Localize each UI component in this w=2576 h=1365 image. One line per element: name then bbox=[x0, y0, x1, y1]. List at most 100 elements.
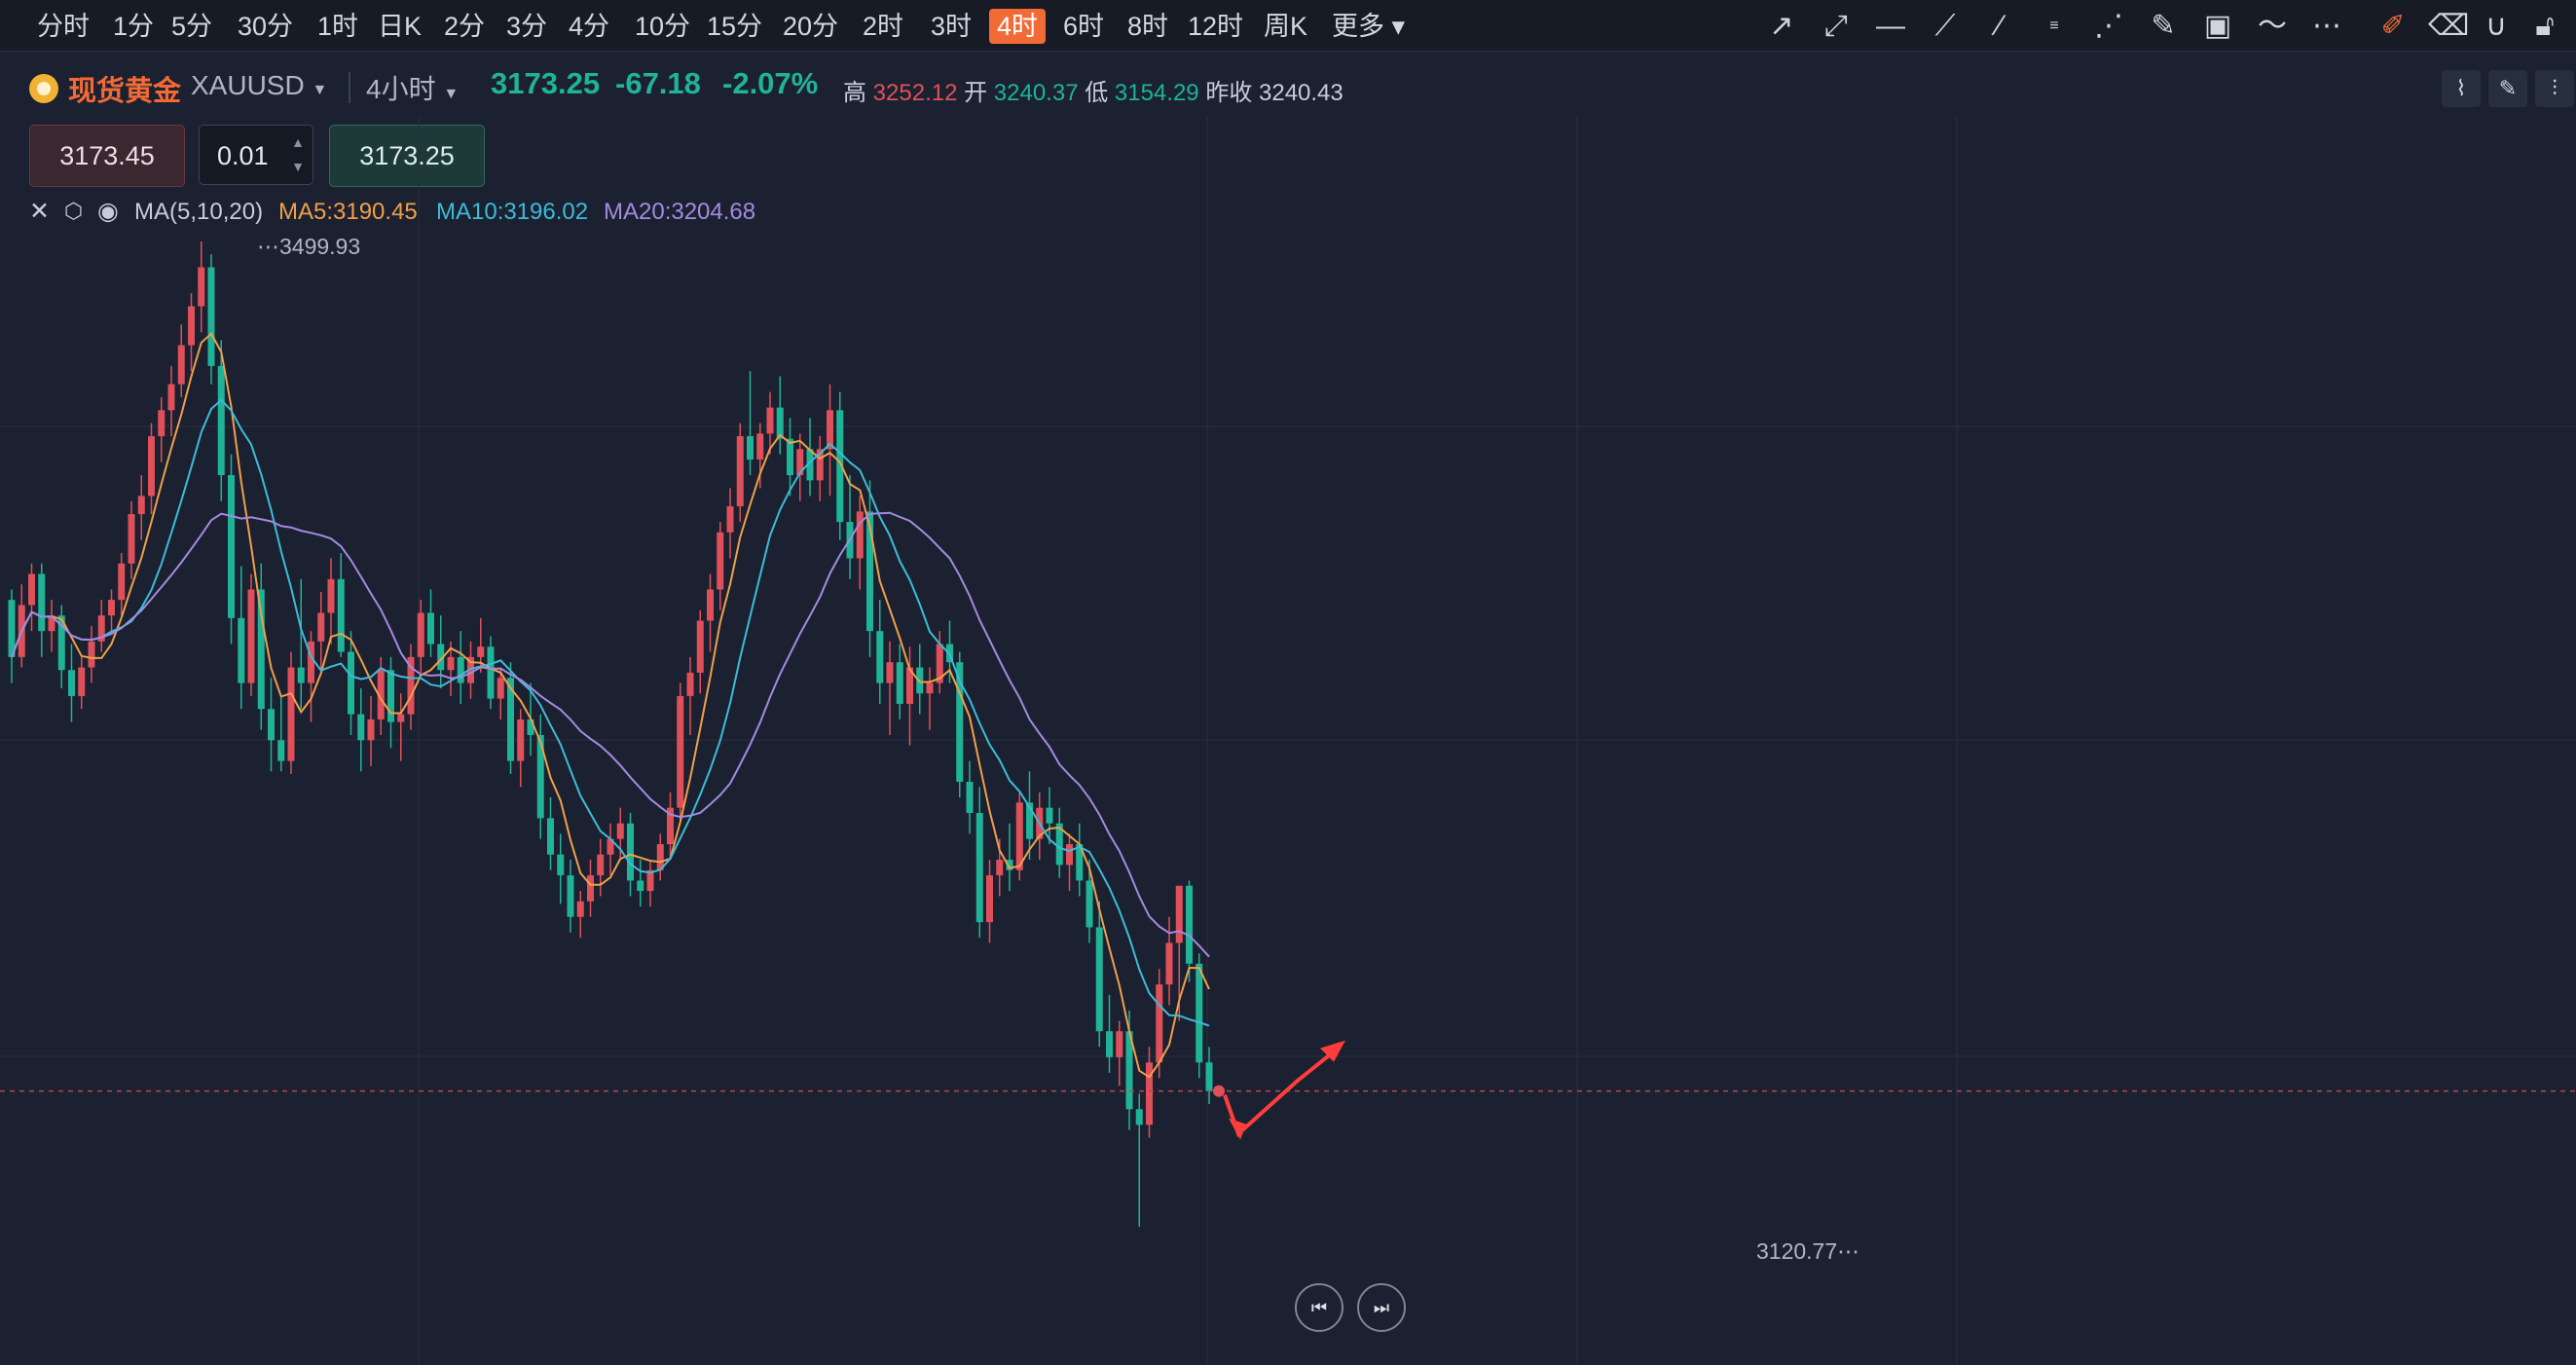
polyline-icon[interactable]: 〜 bbox=[2258, 10, 2287, 42]
candle-body bbox=[726, 506, 734, 533]
candle-body bbox=[148, 435, 155, 497]
quantity-input[interactable]: 0.01 bbox=[199, 125, 313, 185]
candle-body bbox=[717, 532, 724, 590]
annotation-arrow-tail bbox=[1229, 1118, 1246, 1140]
candle-body bbox=[816, 449, 824, 481]
candle-body bbox=[567, 875, 574, 917]
candle-body bbox=[427, 612, 434, 645]
candle-body bbox=[747, 435, 754, 461]
candle-body bbox=[1095, 927, 1103, 1032]
trend-line-icon[interactable]: ⁄ bbox=[1997, 10, 2003, 42]
annotation-arrow-head bbox=[1320, 1040, 1345, 1062]
edit-icon[interactable]: ✐ bbox=[2380, 10, 2406, 42]
tab-timeframe-8[interactable]: 4分 bbox=[569, 12, 610, 41]
symbol-name[interactable]: 现货黄金 bbox=[68, 76, 182, 107]
candle-body bbox=[188, 306, 195, 346]
candle-body bbox=[966, 781, 974, 814]
segment-icon[interactable]: ⟋ bbox=[1934, 10, 1956, 42]
current-price-dot bbox=[1213, 1085, 1225, 1097]
tab-timeframe-13[interactable]: 3时 bbox=[931, 12, 973, 41]
candle-body bbox=[756, 433, 764, 461]
settings-sliders-icon[interactable]: ⫶ bbox=[2535, 70, 2574, 107]
candle-body bbox=[228, 475, 235, 618]
close-icon[interactable]: ✕ bbox=[29, 198, 50, 225]
lock-icon[interactable]: 🔓︎ bbox=[2535, 10, 2555, 42]
low-value: 3154.29 bbox=[1114, 80, 1199, 106]
candle-body bbox=[1165, 942, 1173, 985]
candle-body bbox=[1125, 1031, 1133, 1110]
candlestick-chart[interactable] bbox=[0, 117, 2576, 1365]
candle-body bbox=[827, 410, 833, 450]
more-tools-icon[interactable]: ⋯ bbox=[2312, 10, 2341, 42]
tab-timeframe-2[interactable]: 5分 bbox=[171, 12, 213, 41]
magnet-icon[interactable]: ∪ bbox=[2485, 10, 2507, 42]
candle-body bbox=[547, 818, 554, 855]
candle-body bbox=[327, 578, 335, 613]
candle-body bbox=[1076, 844, 1084, 881]
prev-close-label: 昨收 bbox=[1205, 80, 1253, 106]
tab-timeframe-11[interactable]: 20分 bbox=[783, 12, 839, 41]
candle-body bbox=[268, 709, 275, 741]
indicator-icon[interactable]: ⌇ bbox=[2442, 70, 2481, 107]
draw-pencil-icon[interactable]: ✎ bbox=[2488, 70, 2527, 107]
tab-timeframe-6[interactable]: 2分 bbox=[444, 12, 486, 41]
candle-body bbox=[247, 589, 255, 683]
tab-timeframe-19[interactable]: 更多 ▾ bbox=[1332, 12, 1406, 41]
candle-body bbox=[417, 612, 424, 657]
tab-timeframe-15[interactable]: 6时 bbox=[1063, 12, 1105, 41]
eye-icon[interactable]: ◉ bbox=[97, 198, 119, 225]
step-back-button[interactable]: ⏮ bbox=[1295, 1283, 1343, 1332]
horizontal-line-icon[interactable]: — bbox=[1876, 10, 1905, 42]
candle-body bbox=[128, 514, 135, 564]
candle-body bbox=[766, 407, 774, 434]
tab-timeframe-3[interactable]: 30分 bbox=[238, 12, 294, 41]
tab-timeframe-12[interactable]: 2时 bbox=[863, 12, 904, 41]
ray-line-icon[interactable]: ↗ bbox=[1769, 10, 1794, 42]
settings-icon[interactable]: ⬡ bbox=[64, 199, 84, 223]
candle-body bbox=[387, 670, 394, 722]
sell-price-button[interactable]: 3173.45 bbox=[29, 125, 185, 187]
tab-timeframe-1[interactable]: 1分 bbox=[113, 12, 155, 41]
candle-body bbox=[437, 644, 445, 671]
open-value: 3240.37 bbox=[993, 80, 1079, 106]
buy-price-button[interactable]: 3173.25 bbox=[329, 125, 485, 187]
candle-body bbox=[447, 656, 455, 671]
period-selector[interactable]: 4小时 ▼ bbox=[366, 68, 459, 107]
picture-icon[interactable]: ▣ bbox=[2203, 10, 2232, 42]
tab-timeframe-4[interactable]: 1时 bbox=[317, 12, 359, 41]
symbol-code[interactable]: XAUUSD ▼ bbox=[191, 70, 327, 101]
candle-body bbox=[975, 813, 983, 923]
candle-body bbox=[507, 678, 514, 761]
symbol-code-text: XAUUSD bbox=[191, 70, 305, 100]
candle-body bbox=[1066, 844, 1073, 866]
eraser-icon[interactable]: ⌫ bbox=[2428, 10, 2470, 42]
tab-timeframe-9[interactable]: 10分 bbox=[635, 12, 691, 41]
tab-timeframe-10[interactable]: 15分 bbox=[707, 12, 763, 41]
candle-body bbox=[407, 656, 415, 715]
fan-icon[interactable]: ⋰ bbox=[2094, 10, 2123, 42]
price-change-percent: -2.07% bbox=[722, 66, 819, 100]
tab-timeframe-14[interactable]: 4时 bbox=[989, 9, 1047, 44]
tab-timeframe-18[interactable]: 周K bbox=[1264, 12, 1308, 41]
tab-timeframe-17[interactable]: 12时 bbox=[1188, 12, 1244, 41]
candle-body bbox=[277, 740, 285, 761]
candle-body bbox=[527, 719, 534, 735]
brush-icon[interactable]: ✎ bbox=[2151, 10, 2176, 42]
tab-timeframe-7[interactable]: 3分 bbox=[506, 12, 548, 41]
extended-line-icon[interactable]: ⤢ bbox=[1824, 10, 1848, 42]
candle-body bbox=[776, 407, 784, 439]
low-label: 低 bbox=[1085, 80, 1109, 106]
tab-timeframe-5[interactable]: 日K bbox=[378, 12, 423, 41]
quantity-stepper[interactable]: ▲ ▼ bbox=[291, 134, 305, 174]
candle-body bbox=[57, 615, 65, 671]
top-toolbar: 分时 1分 5分 30分 1时 日K 2分 3分 4分 10分 15分 20分 2时 3时 4时 6时 8时 12… bbox=[0, 0, 2576, 52]
tab-timeframe-0[interactable]: 分时 bbox=[37, 12, 90, 41]
candle-body bbox=[1116, 1031, 1123, 1057]
fibonacci-icon[interactable]: ≡ bbox=[2049, 18, 2059, 34]
tab-timeframe-16[interactable]: 8时 bbox=[1127, 12, 1169, 41]
candle-body bbox=[257, 589, 265, 710]
ma20-value: MA20:3204.68 bbox=[604, 199, 756, 225]
candle-body bbox=[1106, 1031, 1113, 1057]
candle-body bbox=[487, 646, 495, 699]
step-forward-button[interactable]: ⏭ bbox=[1357, 1283, 1406, 1332]
